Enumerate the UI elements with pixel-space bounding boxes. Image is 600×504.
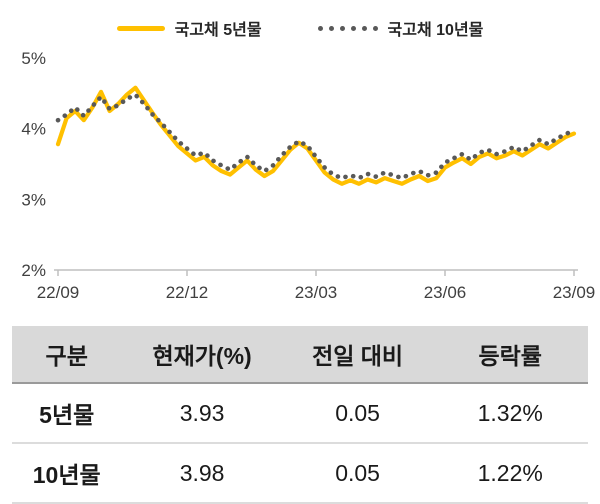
- bond-yield-chart-svg: 22/09 22/12 23/03 23/06 23/09 2% 3% 4% 5%: [21, 49, 596, 302]
- row-10y-change-rate: 1.22%: [432, 443, 588, 504]
- dotted-line-swatch: [317, 25, 378, 31]
- x-axis-label: 23/03: [295, 283, 338, 302]
- row-5y-daily-change: 0.05: [282, 383, 433, 444]
- table-row-5y: 5년물 3.93 0.05 1.32%: [12, 383, 588, 444]
- table-header-category: 구분: [12, 326, 122, 384]
- row-5y-current-price: 3.93: [121, 383, 283, 444]
- row-5y-change-rate: 1.32%: [432, 383, 588, 444]
- y-axis-label: 3%: [21, 190, 46, 209]
- chart-legend: 국고채 5년물 국고채 10년물: [0, 0, 600, 40]
- table-header-change-rate: 등락률: [432, 326, 588, 384]
- y-axis-label: 4%: [21, 120, 46, 139]
- legend-item-5y: 국고채 5년물: [116, 16, 262, 40]
- bond-yield-chart: 22/09 22/12 23/03 23/06 23/09 2% 3% 4% 5%: [0, 46, 600, 314]
- table-row-10y: 10년물 3.98 0.05 1.22%: [12, 443, 588, 504]
- table-header-current-price: 현재가(%): [121, 326, 283, 384]
- table-header-daily-change: 전일 대비: [282, 326, 433, 384]
- row-10y-category: 10년물: [12, 443, 122, 504]
- y-axis-label: 5%: [21, 49, 46, 68]
- series-10y-line: [55, 92, 577, 181]
- row-10y-daily-change: 0.05: [282, 443, 433, 504]
- row-10y-current-price: 3.98: [121, 443, 283, 504]
- legend-item-10y: 국고채 10년물: [317, 16, 484, 40]
- legend-label-5y: 국고채 5년물: [174, 22, 262, 39]
- solid-line-swatch: [116, 25, 165, 31]
- row-5y-category: 5년물: [12, 383, 122, 444]
- bond-table: 구분 현재가(%) 전일 대비 등락률 5년물 3.93 0.05 1.32% …: [12, 326, 588, 504]
- x-axis-label: 22/12: [166, 283, 209, 302]
- x-axis-label: 22/09: [37, 283, 80, 302]
- x-axis-label: 23/09: [553, 283, 596, 302]
- series-5y-line: [55, 85, 577, 186]
- legend-label-10y: 국고채 10년물: [387, 22, 484, 39]
- table-header-row: 구분 현재가(%) 전일 대비 등락률: [12, 326, 588, 384]
- y-axis-label: 2%: [21, 261, 46, 280]
- x-axis-label: 23/06: [424, 283, 467, 302]
